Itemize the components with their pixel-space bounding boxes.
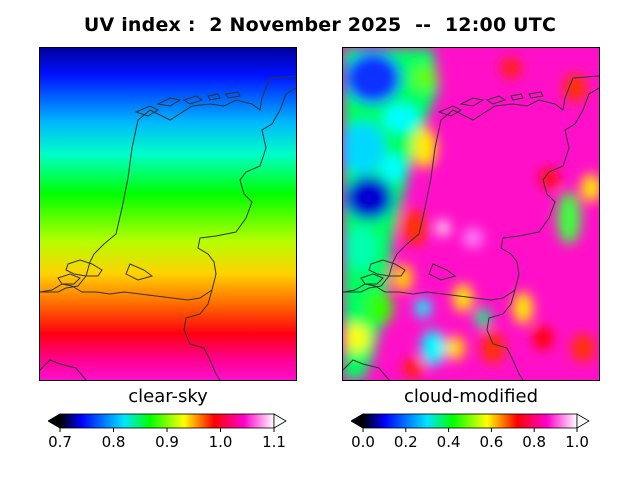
colorbar-extend-min [351,413,364,429]
clear-sky-map [39,47,297,381]
tick-label: 0.4 [436,433,461,451]
cloud-modified-caption: cloud-modified [403,386,539,407]
colorbar-extend-min [48,413,61,429]
clear-sky-field [40,48,296,380]
cloud-modified-colorbar [351,413,590,432]
tick-label: 0.6 [479,433,504,451]
colorbar-extend-max [576,413,590,429]
clear-sky-map-canvas [40,48,296,380]
map-title: UV index : 2 November 2025 -- 12:00 UTC [83,14,557,36]
clear-sky-caption: clear-sky [128,386,208,407]
tick-label: 0.2 [393,433,418,451]
colorbar-extend-max [273,413,287,429]
colorbar-gradient [362,413,578,429]
tick-label: 0.7 [48,433,72,451]
clear-sky-colorbar [48,413,287,432]
tick-label: 0.8 [101,433,126,451]
colorbar-ticks [59,428,275,432]
tick-label: 0.8 [522,433,547,451]
tick-label: 1.0 [565,433,589,451]
colorbar-ticks [362,428,578,432]
tick-label: 1.0 [208,433,233,451]
tick-label: 1.1 [262,433,286,451]
cloud-modified-map-canvas [343,48,599,380]
colorbar-gradient [59,413,275,429]
cloud-modified-map [342,47,600,381]
cloud-field-patches [343,48,599,380]
coastline-border-right [343,75,599,380]
tick-label: 0.9 [155,433,179,451]
coastline-border [40,75,296,380]
tick-label: 0.0 [351,433,375,451]
